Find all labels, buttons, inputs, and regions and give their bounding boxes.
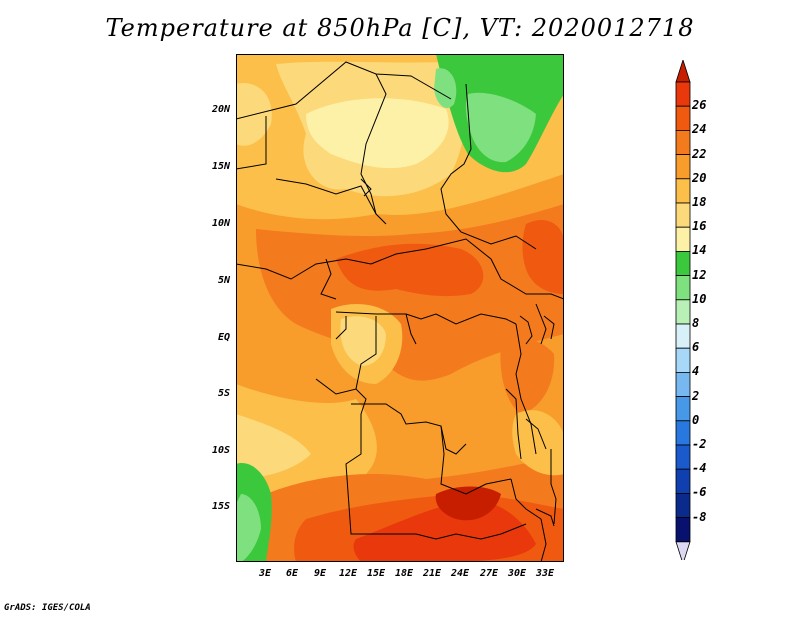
colorbar-label: 26 — [692, 98, 707, 113]
colorbar-label: -6 — [692, 485, 707, 500]
colorbar-label: 18 — [692, 195, 707, 209]
colorbar-segment — [675, 299, 691, 325]
colorbar-segment — [675, 202, 691, 228]
temp-zone-core-24 — [336, 243, 484, 297]
colorbar-label: 8 — [692, 316, 700, 330]
colorbar-label: 12 — [692, 267, 707, 282]
colorbar-label: 2 — [692, 388, 700, 403]
colorbar-segment — [675, 130, 691, 156]
temp-zone-sw-10 — [236, 494, 261, 562]
colorbar-label: -8 — [692, 509, 707, 524]
lat-tick-20n: 20N — [211, 104, 230, 115]
lon-tick-9e: 9E — [313, 568, 327, 579]
colorbar-segment — [675, 105, 691, 131]
colorbar-label: 10 — [692, 291, 707, 306]
colorbar-segment — [675, 275, 691, 301]
lon-tick-12e: 12E — [338, 568, 358, 579]
colorbar-segment — [675, 371, 691, 397]
colorbar-segment — [675, 396, 691, 422]
lon-tick-18e: 18E — [394, 568, 414, 579]
lon-tick-27e: 27E — [479, 568, 499, 579]
footer-credit: GrADS: IGES/COLA — [4, 603, 91, 613]
chart-title: Temperature at 850hPa [C], VT: 202001271… — [105, 14, 695, 42]
lake-outlines — [360, 178, 555, 527]
lat-tick-eq: EQ — [217, 332, 230, 343]
lon-tick-6e: 6E — [285, 568, 299, 579]
lon-tick-15e: 15E — [366, 568, 386, 579]
colorbar-top-arrow — [675, 60, 691, 83]
lat-tick-10n: 10N — [211, 218, 230, 229]
lon-tick-30e: 30E — [507, 568, 527, 579]
colorbar-segment — [675, 517, 691, 543]
temp-zone-lakes-22 — [500, 338, 555, 414]
colorbar-label: 22 — [692, 146, 707, 161]
colorbar — [675, 60, 691, 560]
temp-zone-center-18 — [340, 316, 386, 366]
lat-tick-5n: 5N — [217, 275, 230, 286]
temp-zone-sw-16 — [236, 414, 311, 479]
country-borders — [236, 61, 564, 562]
colorbar-segment — [675, 250, 691, 276]
colorbar-segment — [675, 81, 691, 107]
colorbar-label: 14 — [692, 243, 707, 258]
temp-zone-ne-10 — [465, 92, 536, 163]
lon-tick-3e: 3E — [258, 568, 272, 579]
lon-tick-21e: 21E — [422, 568, 442, 579]
colorbar-label: 20 — [692, 170, 707, 185]
colorbar-segment — [675, 226, 691, 252]
colorbar-segment — [675, 347, 691, 373]
temp-zone-north-14 — [306, 98, 449, 169]
lon-tick-33e: 33E — [535, 568, 555, 579]
colorbar-label: -2 — [692, 437, 707, 451]
colorbar-segment — [675, 468, 691, 494]
colorbar-segment — [675, 178, 691, 204]
lat-tick-15n: 15N — [211, 161, 230, 172]
colorbar-label: 24 — [692, 122, 707, 137]
temp-zone-south-26b — [435, 486, 501, 521]
colorbar-segment — [675, 154, 691, 180]
colorbar-segment — [675, 323, 691, 349]
colorbar-segment — [675, 492, 691, 518]
lat-tick-5s: 5S — [217, 388, 230, 399]
colorbar-segment — [675, 444, 691, 470]
colorbar-label: 16 — [692, 219, 707, 234]
colorbar-segment — [675, 420, 691, 446]
colorbar-label: 4 — [692, 364, 700, 379]
lat-tick-15s: 15S — [211, 501, 230, 512]
map-frame — [236, 54, 564, 562]
colorbar-label: 0 — [692, 412, 700, 427]
colorbar-label: -4 — [692, 461, 707, 476]
temp-zone-south-26 — [353, 499, 536, 562]
temp-zone-ne-10b — [434, 68, 457, 109]
temp-zone-east-24 — [522, 219, 564, 294]
lon-tick-24e: 24E — [450, 568, 470, 579]
lat-tick-10s: 10S — [211, 445, 230, 456]
colorbar-label: 6 — [692, 340, 700, 355]
temperature-map — [236, 54, 564, 562]
colorbar-bottom-arrow — [675, 541, 691, 560]
